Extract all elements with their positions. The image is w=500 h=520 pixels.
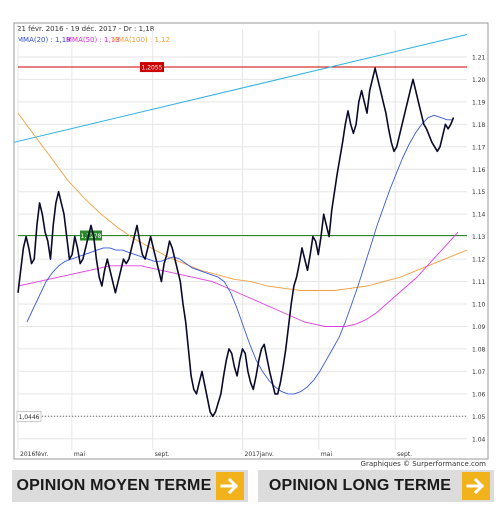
x-tick-label: mai (321, 451, 333, 458)
y-tick-label: 1.16 (472, 167, 486, 174)
x-tick-label: mai (74, 451, 86, 458)
y-tick-label: 1.11 (472, 279, 486, 286)
trendline (13, 34, 468, 143)
series-lines: 1,2055 1,1278 1,0446 (13, 34, 468, 422)
y-tick-label: 1.20 (472, 77, 486, 84)
period-text: 21 févr. 2016 - 19 déc. 2017 - Dr : 1,18 (17, 25, 154, 33)
opinion-medium-term-label: OPINION MOYEN TERME (16, 477, 212, 494)
support-badge (80, 230, 102, 241)
resistance-badge (140, 62, 164, 73)
tick-labels: 1.04 1.05 1.06 1.07 1.08 1.09 1.10 1.11 1.12 1.13… (20, 54, 486, 458)
y-tick-label: 1.09 (472, 324, 486, 331)
y-tick-label: 1.17 (472, 144, 486, 151)
opinion-medium-term-button[interactable]: OPINION MOYEN TERME (12, 470, 248, 502)
y-tick-label: 1.15 (472, 189, 486, 196)
resistance-value: 1,2055 (142, 65, 163, 72)
opinion-long-term-button[interactable]: OPINION LONG TERME (258, 470, 494, 502)
legend-mma20: MMA(20) : 1,18 (17, 36, 71, 44)
credit-text: Graphiques © Surperformance.com (361, 460, 487, 468)
y-tick-label: 1.21 (472, 54, 486, 61)
low-value: 1,0446 (19, 414, 40, 421)
low-badge (16, 411, 42, 422)
x-tick-label: sept. (397, 451, 412, 458)
y-tick-label: 1.13 (472, 234, 486, 241)
y-tick-label: 1.18 (472, 122, 486, 129)
y-tick-label: 1.10 (472, 302, 486, 309)
chart-border (13, 22, 489, 460)
y-tick-label: 1.06 (472, 391, 486, 398)
x-tick-label: sept. (155, 451, 170, 458)
y-tick-label: 1.04 (472, 436, 486, 443)
arrow-right-icon (462, 472, 490, 500)
y-tick-label: 1.05 (472, 414, 486, 421)
x-tick-label: 2016févr. (20, 451, 49, 458)
y-tick-label: 1.08 (472, 346, 486, 353)
y-tick-label: 1.14 (472, 212, 486, 219)
y-tick-label: 1.07 (472, 369, 486, 376)
legend-mma100: MMA(100) : 1,12 (112, 36, 170, 44)
legend-mma50: MMA(50) : 1,13 (66, 36, 120, 44)
y-tick-label: 1.12 (472, 257, 486, 264)
grid (17, 30, 467, 450)
series-mma50 (17, 231, 459, 327)
price-chart: 21 févr. 2016 - 19 déc. 2017 - Dr : 1,18… (13, 22, 489, 468)
series-mma100 (17, 112, 468, 291)
y-tick-label: 1.19 (472, 99, 486, 106)
support-value: 1,1278 (81, 233, 102, 240)
x-tick-label: 2017janv. (245, 451, 275, 458)
arrow-right-icon (216, 472, 244, 500)
opinion-long-term-label: OPINION LONG TERME (268, 477, 452, 494)
chart-area: 21 févr. 2016 - 19 déc. 2017 - Dr : 1,18… (13, 22, 489, 468)
series-mma20 (26, 114, 454, 395)
series-dr (17, 67, 455, 418)
